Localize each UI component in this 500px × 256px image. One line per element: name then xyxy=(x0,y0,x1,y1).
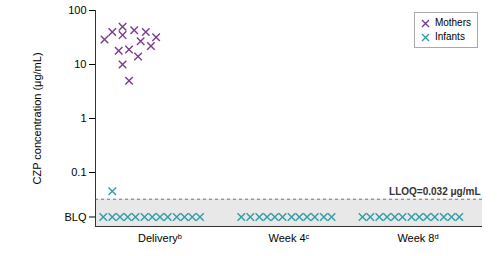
svg-text:10: 10 xyxy=(74,58,86,70)
svg-text:Week 4ᶜ: Week 4ᶜ xyxy=(269,232,310,244)
html-text:Mothers: Mothers xyxy=(434,17,471,28)
svg-text:Deliveryᵇ: Deliveryᵇ xyxy=(138,232,182,244)
svg-text:1: 1 xyxy=(80,112,86,124)
html-text:Infants: Infants xyxy=(434,31,465,42)
svg-text:0.1: 0.1 xyxy=(71,166,86,178)
svg-text:Week 8ᵈ: Week 8ᵈ xyxy=(397,232,438,244)
svg-text:CZP concentration (μg/mL): CZP concentration (μg/mL) xyxy=(31,52,43,184)
svg-text:100: 100 xyxy=(68,4,86,16)
svg-text:LLOQ=0.032 μg/mL: LLOQ=0.032 μg/mL xyxy=(389,186,480,197)
svg-text:BLQ: BLQ xyxy=(64,211,86,223)
